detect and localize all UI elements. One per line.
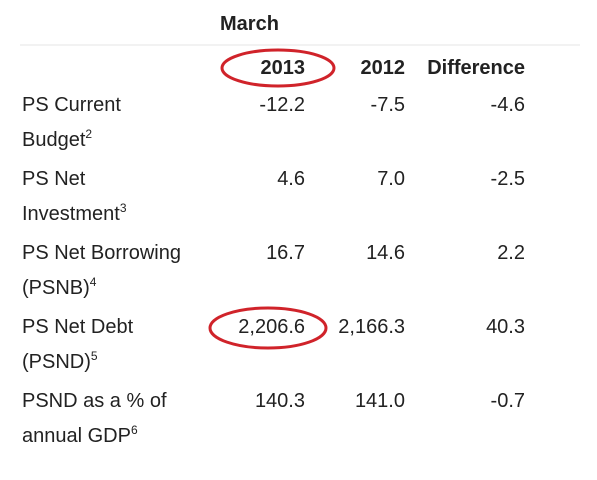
column-header: 2013 (260, 57, 306, 79)
row-label: PS Net Debt (22, 316, 134, 338)
column-header: Difference (427, 57, 525, 79)
column-header: 2012 (360, 57, 406, 79)
cell: 140.3 (254, 390, 305, 412)
footnote: 2 (85, 127, 93, 141)
cell: 141.0 (354, 390, 405, 412)
footnote: 6 (130, 423, 138, 437)
cell: 2,206.6 (238, 316, 305, 338)
cell: 2.2 (497, 242, 525, 264)
cell: -4.6 (490, 94, 525, 116)
footnote: 3 (119, 201, 127, 215)
cell: 7.0 (377, 168, 405, 190)
header-title: March (220, 13, 279, 35)
cell: 4.6 (277, 168, 305, 190)
row-label: PSND as a % of (22, 390, 167, 412)
row-label: PS Net (22, 168, 86, 190)
cell: 40.3 (486, 316, 525, 338)
cell: -2.5 (490, 168, 525, 190)
row-label: (PSNB)4 (22, 275, 97, 299)
cell: 16.7 (266, 242, 305, 264)
row-label: Investment3 (22, 201, 127, 225)
footnote: 5 (90, 349, 98, 363)
cell: -0.7 (490, 390, 525, 412)
footnote: 4 (89, 275, 97, 289)
cell: -7.5 (370, 94, 405, 116)
row-label: annual GDP6 (22, 423, 138, 447)
row-label: Budget2 (22, 127, 93, 151)
row-label: PS Net Borrowing (22, 242, 181, 264)
highlight-circle (208, 306, 328, 350)
cell: 14.6 (366, 242, 405, 264)
cell: 2,166.3 (338, 316, 405, 338)
row-label: PS Current (22, 94, 121, 116)
highlight-circle (220, 48, 336, 88)
cell: -12.2 (259, 94, 305, 116)
row-label: (PSND)5 (22, 349, 98, 373)
